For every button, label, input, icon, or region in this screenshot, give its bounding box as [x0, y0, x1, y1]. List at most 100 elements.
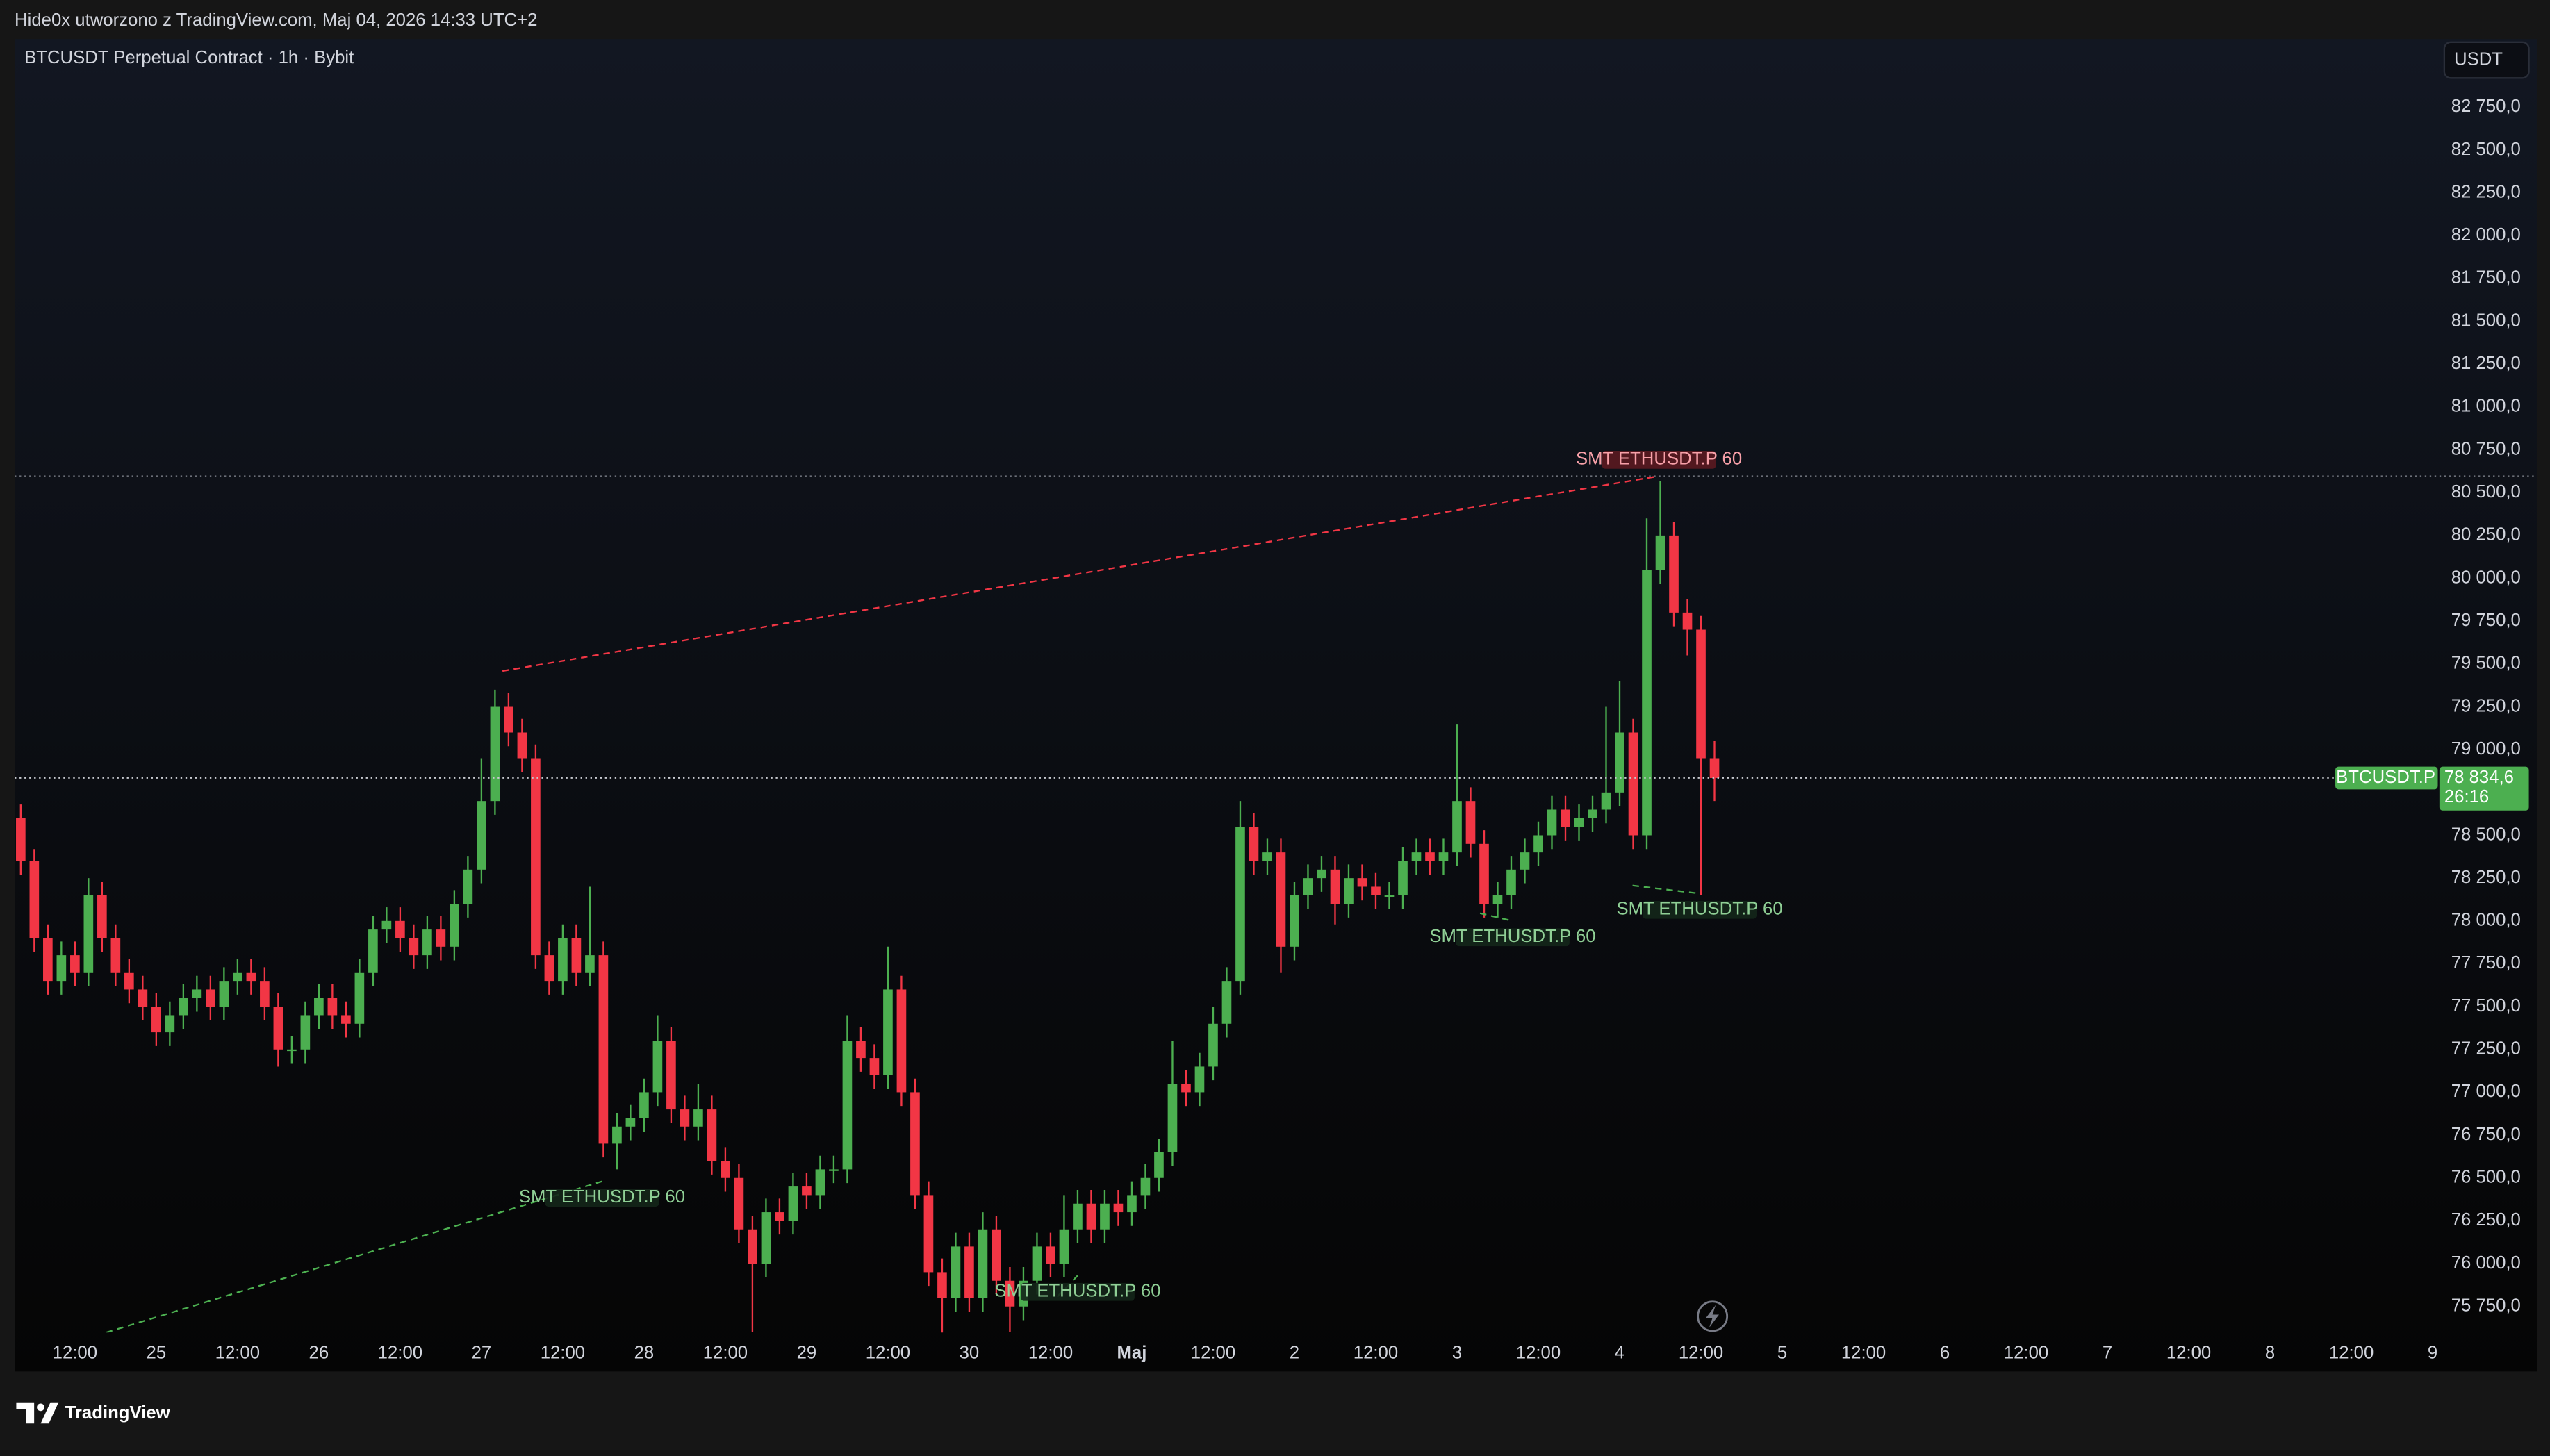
candle-body	[395, 920, 405, 938]
candle-body	[192, 989, 202, 998]
candle-body	[1290, 895, 1299, 947]
logo	[16, 1402, 59, 1424]
candle-body	[273, 1007, 283, 1050]
candle-body	[206, 989, 215, 1007]
x-tick-label: 28	[634, 1343, 655, 1362]
x-tick-label: 12:00	[2166, 1343, 2211, 1362]
candle-body	[490, 706, 500, 802]
candle-body	[29, 861, 40, 938]
candle-body	[314, 998, 324, 1016]
x-tick-label: 25	[147, 1343, 167, 1362]
y-tick-label: 75 750,0	[2451, 1296, 2521, 1316]
divergence-label: SMT ETHUSDT.P 60	[1576, 449, 1742, 469]
candle-body	[1073, 1203, 1083, 1230]
candle-body	[1588, 809, 1597, 818]
candle-body	[815, 1169, 825, 1196]
bolt-icon[interactable]	[1697, 1300, 1729, 1332]
y-tick-label: 78 000,0	[2451, 911, 2521, 930]
candle-body	[1167, 1084, 1178, 1152]
x-tick-label: 29	[797, 1343, 817, 1362]
x-tick-label: 12:00	[215, 1343, 260, 1362]
y-tick-label: 80 500,0	[2451, 482, 2521, 502]
candle-body	[951, 1246, 961, 1298]
candle-body	[1059, 1229, 1069, 1264]
x-tick-label: 12:00	[1191, 1343, 1235, 1362]
divergence-label-box	[1643, 900, 1757, 919]
candle-body	[246, 972, 256, 982]
x-tick-label: 2	[1290, 1343, 1299, 1362]
candle-body	[1330, 869, 1340, 904]
candle-body	[381, 920, 392, 930]
y-tick-label: 82 750,0	[2451, 97, 2521, 116]
candle-body	[327, 998, 338, 1016]
candle-body	[856, 1041, 866, 1059]
candle-body	[680, 1109, 690, 1127]
x-tick-label: 12:00	[1516, 1343, 1561, 1362]
candle-body	[598, 955, 609, 1144]
candle-body	[1194, 1066, 1205, 1093]
currency-button[interactable]	[2443, 41, 2530, 79]
x-tick-label: 5	[1777, 1343, 1787, 1362]
x-tick-label: 6	[1940, 1343, 1950, 1362]
y-tick-label: 81 250,0	[2451, 354, 2521, 373]
candle-body	[504, 706, 513, 733]
candle-body	[558, 938, 568, 982]
x-tick-label: 12:00	[1354, 1343, 1398, 1362]
candle-body	[1276, 852, 1286, 947]
candle-body	[1438, 852, 1449, 861]
x-tick-label: 7	[2103, 1343, 2112, 1362]
candle-body	[300, 1015, 311, 1050]
x-tick-label: 9	[2428, 1343, 2437, 1362]
candle-body	[1574, 818, 1584, 827]
candle-body	[896, 989, 907, 1093]
candle-body	[138, 989, 148, 1007]
x-tick-label: Maj	[1117, 1343, 1147, 1362]
x-tick-label: 3	[1452, 1343, 1462, 1362]
candle-body	[1344, 878, 1354, 904]
candle-body	[937, 1272, 947, 1298]
candle-body	[97, 895, 107, 938]
y-tick-label: 77 000,0	[2451, 1082, 2521, 1101]
candle-body	[761, 1212, 771, 1264]
candle-body	[1317, 869, 1326, 879]
candle-body	[978, 1229, 988, 1298]
candle-body	[1249, 827, 1259, 861]
y-tick-label: 80 000,0	[2451, 568, 2521, 587]
candle-body	[1479, 843, 1489, 904]
candle-body	[1561, 809, 1570, 827]
y-tick-label: 77 500,0	[2451, 996, 2521, 1016]
candle-body	[869, 1058, 880, 1075]
y-tick-label: 82 250,0	[2451, 182, 2521, 201]
candle-body	[1208, 1023, 1218, 1067]
divergence-line	[1479, 912, 1513, 922]
candle-body	[639, 1092, 649, 1118]
y-tick-label: 79 250,0	[2451, 696, 2521, 715]
candle-body	[165, 1015, 175, 1033]
candle-body	[1140, 1177, 1151, 1196]
candle-body	[1032, 1246, 1042, 1281]
candle-body	[1506, 869, 1516, 895]
candle-body	[585, 955, 595, 973]
y-tick-label: 78 500,0	[2451, 825, 2521, 844]
candle-body	[56, 955, 67, 982]
x-tick-label: 12:00	[1679, 1343, 1723, 1362]
currency-label[interactable]: USDT	[2454, 49, 2503, 69]
candle-body	[707, 1109, 717, 1161]
last-price-box	[2439, 766, 2529, 811]
candle-body	[260, 981, 270, 1007]
candle-body	[233, 972, 242, 982]
candle-body	[992, 1229, 1001, 1281]
candle-body	[1655, 535, 1665, 570]
candle-body	[1492, 895, 1503, 904]
candle-body	[666, 1041, 676, 1110]
candle-body	[368, 929, 378, 973]
candle-body	[625, 1118, 636, 1127]
divergence-label: SMT ETHUSDT.P 60	[1616, 900, 1782, 919]
x-tick-label: 30	[960, 1343, 980, 1362]
candle-body	[1669, 535, 1679, 613]
candle-body	[1642, 570, 1652, 836]
candle-body	[179, 998, 188, 1016]
candle-body	[1452, 801, 1462, 853]
candle-body	[1235, 827, 1245, 982]
